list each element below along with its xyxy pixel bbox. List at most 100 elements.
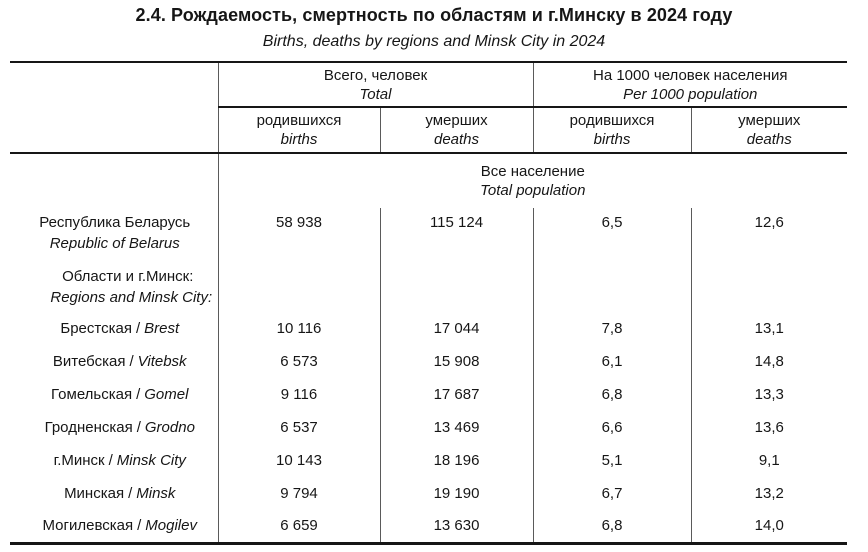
header-stub-cell — [10, 61, 218, 107]
region-name-en: Mogilev — [145, 517, 197, 535]
column-header-births-total-ru: родившихся — [256, 112, 342, 129]
region-name-ru: Брестская — [60, 320, 132, 337]
value-births-rate: 6,7 — [532, 477, 692, 510]
value-deaths-rate: 13,2 — [690, 477, 848, 510]
region-name-ru: Витебская — [52, 353, 126, 370]
births-deaths-table: Всего, человек Total На 1000 человек нас… — [10, 61, 848, 545]
empty-cell — [217, 258, 380, 312]
label-separator: / — [108, 452, 113, 469]
table-row-gomel: Гомельская / Gomel 9 116 17 687 6,8 13,3 — [10, 378, 848, 411]
value-deaths-rate: 14,8 — [690, 345, 848, 378]
subheading-en: Regions and Minsk City: — [50, 289, 213, 306]
region-label: Брестская / Brest — [10, 312, 218, 345]
value-deaths-total: 18 196 — [379, 444, 534, 477]
column-header-births-rate-en: births — [593, 131, 631, 148]
label-separator: / — [135, 320, 141, 337]
value-births-total: 9 116 — [217, 378, 380, 411]
value-births-rate: 6,8 — [532, 510, 692, 545]
page-title: 2.4. Рождаемость, смертность по областям… — [135, 5, 733, 25]
page-subtitle: Births, deaths by regions and Minsk City… — [262, 33, 606, 50]
label-separator: / — [137, 517, 142, 535]
region-name-en: Minsk — [136, 485, 176, 502]
subheading-ru: Области и г.Минск: — [62, 268, 194, 285]
region-name-en: Minsk City — [116, 452, 186, 469]
header-stub-cell-2 — [10, 107, 218, 154]
value-births-rate: 6,1 — [532, 345, 692, 378]
column-header-births-rate: родившихся births — [532, 107, 692, 154]
region-label: Могилевская / Mogilev — [10, 510, 218, 545]
subheading-label: Области и г.Минск: Regions and Minsk Cit… — [10, 258, 218, 312]
table-row-mogilev: Могилевская / Mogilev 6 659 13 630 6,8 14,… — [10, 510, 848, 545]
column-header-deaths-rate: умерших deaths — [690, 107, 848, 154]
value-births-total: 6 537 — [217, 411, 380, 444]
label-separator: / — [136, 386, 141, 403]
region-name-ru: Минская — [64, 485, 125, 502]
table-row-vitebsk: Витебская / Vitebsk 6 573 15 908 6,1 14,8 — [10, 345, 848, 378]
value-births-rate: 7,8 — [532, 312, 692, 345]
value-births-rate: 6,6 — [532, 411, 692, 444]
value-births-total: 6 573 — [217, 345, 380, 378]
region-name-ru: г.Минск — [53, 452, 105, 469]
column-header-deaths-rate-ru: умерших — [738, 112, 801, 129]
value-deaths-total: 13 630 — [379, 510, 534, 545]
column-group-per-1000-en: Per 1000 population — [623, 85, 758, 103]
section-band-en: Total population — [480, 182, 586, 199]
column-group-per-1000: На 1000 человек населения Per 1000 popul… — [532, 61, 848, 108]
value-births-total: 10 143 — [217, 444, 380, 477]
column-header-births-rate-ru: родившихся — [569, 112, 655, 129]
header-columns-row: родившихся births умерших deaths родивши… — [10, 107, 848, 154]
table-row-republic-of-belarus: Республика Беларусь Republic of Belarus … — [10, 208, 848, 258]
region-label: г.Минск / Minsk City — [10, 444, 218, 477]
value-births-rate: 6,5 — [532, 208, 692, 258]
label-separator: / — [128, 485, 133, 502]
column-header-births-total-en: births — [280, 131, 318, 148]
region-name-ru: Могилевская — [42, 517, 134, 535]
label-separator: / — [129, 353, 134, 370]
section-band-total-population: Все население Total population — [217, 153, 848, 208]
table-row-minsk-region: Минская / Minsk 9 794 19 190 6,7 13,2 — [10, 477, 848, 510]
empty-cell — [532, 258, 692, 312]
value-deaths-total: 17 687 — [379, 378, 534, 411]
column-group-total-ru: Всего, человек — [323, 66, 428, 84]
region-name-en: Gomel — [144, 386, 189, 403]
value-births-total: 10 116 — [217, 312, 380, 345]
column-group-per-1000-ru: На 1000 человек населения — [593, 66, 788, 84]
empty-cell — [690, 258, 848, 312]
column-header-deaths-rate-en: deaths — [746, 131, 792, 148]
table-row-brest: Брестская / Brest 10 116 17 044 7,8 13,1 — [10, 312, 848, 345]
column-group-total-en: Total — [359, 85, 392, 103]
table-row-grodno: Гродненская / Grodno 6 537 13 469 6,6 13,6 — [10, 411, 848, 444]
section-band-row: Все население Total population — [10, 153, 848, 208]
region-label: Минская / Minsk — [10, 477, 218, 510]
value-births-rate: 6,8 — [532, 378, 692, 411]
value-deaths-total: 13 469 — [379, 411, 534, 444]
value-deaths-total: 15 908 — [379, 345, 534, 378]
region-name-ru: Республика Беларусь — [39, 214, 191, 231]
label-separator: / — [136, 419, 141, 436]
column-header-births-total: родившихся births — [217, 107, 380, 154]
value-deaths-total: 115 124 — [379, 208, 534, 258]
region-name-en: Vitebsk — [137, 353, 187, 370]
table-row-regions-subheading: Области и г.Минск: Regions and Minsk Cit… — [10, 258, 848, 312]
value-deaths-rate: 13,6 — [690, 411, 848, 444]
header-group-row: Всего, человек Total На 1000 человек нас… — [10, 61, 848, 108]
value-deaths-total: 19 190 — [379, 477, 534, 510]
region-label: Республика Беларусь Republic of Belarus — [10, 208, 218, 258]
value-births-total: 6 659 — [217, 510, 380, 545]
column-header-deaths-total: умерших deaths — [379, 107, 534, 154]
region-label: Гомельская / Gomel — [10, 378, 218, 411]
empty-cell — [379, 258, 534, 312]
section-band-ru: Все население — [480, 163, 585, 180]
value-deaths-rate: 14,0 — [690, 510, 848, 545]
section-stub-cell — [10, 153, 218, 208]
column-group-total: Всего, человек Total — [217, 61, 534, 108]
value-deaths-total: 17 044 — [379, 312, 534, 345]
column-header-deaths-total-en: deaths — [433, 131, 480, 148]
value-deaths-rate: 13,1 — [690, 312, 848, 345]
value-deaths-rate: 9,1 — [690, 444, 848, 477]
region-name-ru: Гродненская — [44, 419, 133, 436]
table-row-minsk-city: г.Минск / Minsk City 10 143 18 196 5,1 9,1 — [10, 444, 848, 477]
region-name-en: Republic of Belarus — [49, 235, 180, 252]
region-label: Витебская / Vitebsk — [10, 345, 218, 378]
column-header-deaths-total-ru: умерших — [425, 112, 488, 129]
